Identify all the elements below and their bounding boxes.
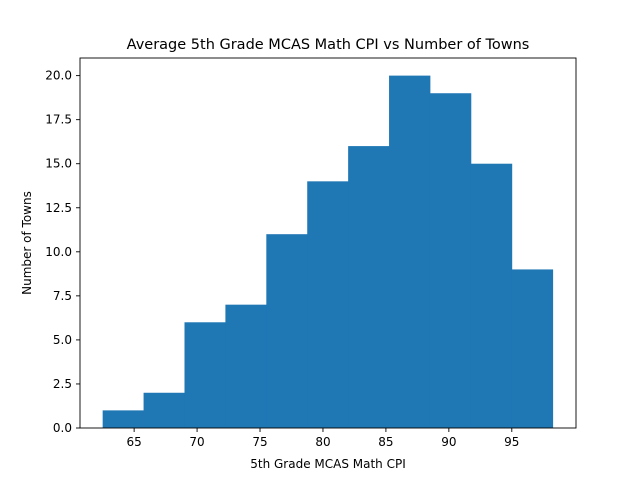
y-tick-label: 12.5 [45, 201, 72, 215]
histogram-bar [143, 392, 185, 428]
y-tick-label: 20.0 [45, 69, 72, 83]
chart-title: Average 5th Grade MCAS Math CPI vs Numbe… [127, 37, 530, 53]
y-tick-label: 2.5 [53, 377, 72, 391]
y-tick-label: 10.0 [45, 245, 72, 259]
plot-frame [79, 57, 577, 429]
histogram-bar [470, 163, 513, 428]
histogram-bar [389, 75, 431, 428]
y-tick-label: 17.5 [45, 113, 72, 127]
x-tick-label: 65 [126, 435, 141, 449]
histogram-bar [348, 146, 390, 428]
x-ticks-group: 65 70 75 80 85 90 95 [126, 428, 519, 449]
y-tick-label: 7.5 [53, 289, 72, 303]
y-tick-label: 0.0 [53, 421, 72, 435]
histogram-bar [266, 234, 308, 428]
histogram-bar [225, 304, 267, 428]
x-tick-label: 70 [189, 435, 204, 449]
y-tick-label: 5.0 [53, 333, 72, 347]
bars-group [102, 75, 554, 428]
histogram-bar [184, 322, 226, 428]
y-tick-label: 15.0 [45, 157, 72, 171]
histogram-bar [102, 410, 144, 428]
x-tick-label: 80 [315, 435, 330, 449]
x-axis-label: 5th Grade MCAS Math CPI [250, 457, 406, 471]
x-tick-label: 95 [504, 435, 519, 449]
x-tick-label: 75 [252, 435, 267, 449]
histogram-bar [307, 181, 349, 428]
y-ticks-group: 0.0 2.5 5.0 7.5 10.0 12.5 15.0 17.5 20.0 [45, 69, 80, 435]
histogram-bar [511, 269, 554, 428]
histogram-bar [429, 93, 472, 428]
x-tick-label: 85 [378, 435, 393, 449]
x-tick-label: 90 [441, 435, 456, 449]
y-axis-label: Number of Towns [20, 191, 34, 295]
